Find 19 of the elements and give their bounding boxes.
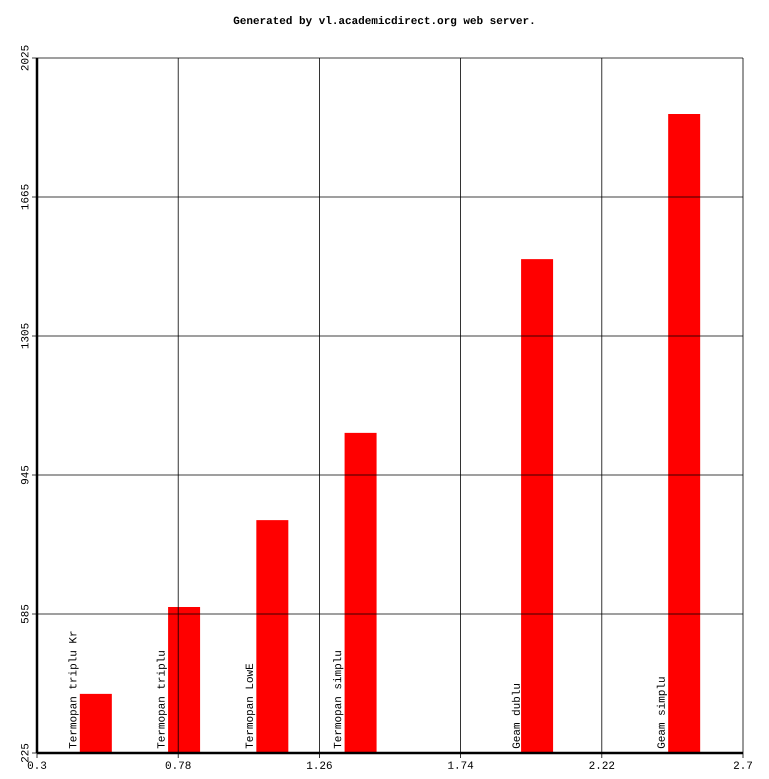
chart-title: Generated by vl.academicdirect.org web server. — [234, 16, 534, 26]
y-tick-label: 1665 — [21, 184, 28, 210]
x-tick-label: 2.22 — [589, 762, 614, 769]
y-tick-label: 1305 — [21, 324, 28, 348]
annotation: Termopan triplu Kr — [68, 631, 79, 748]
annotation: Geam dublu — [512, 684, 520, 748]
x-tick-label: 0.3 — [28, 762, 46, 769]
annotation: Termopan LowE — [246, 664, 256, 748]
y-tick-label: 945 — [21, 466, 28, 484]
annotation: Geam simplu — [656, 677, 667, 748]
x-tick-label: 1.74 — [448, 762, 474, 769]
x-tick-label: 1.26 — [307, 762, 332, 769]
x-tick-label: 0.78 — [166, 762, 191, 769]
annotation: Termopan triplu — [156, 651, 167, 748]
y-tick-label: 2025 — [21, 46, 28, 70]
y-tick-label: 225 — [21, 744, 28, 762]
annotation: Termopan simplu — [333, 651, 344, 748]
y-tick-label: 585 — [21, 604, 28, 624]
x-tick-label: 2.7 — [734, 762, 752, 769]
